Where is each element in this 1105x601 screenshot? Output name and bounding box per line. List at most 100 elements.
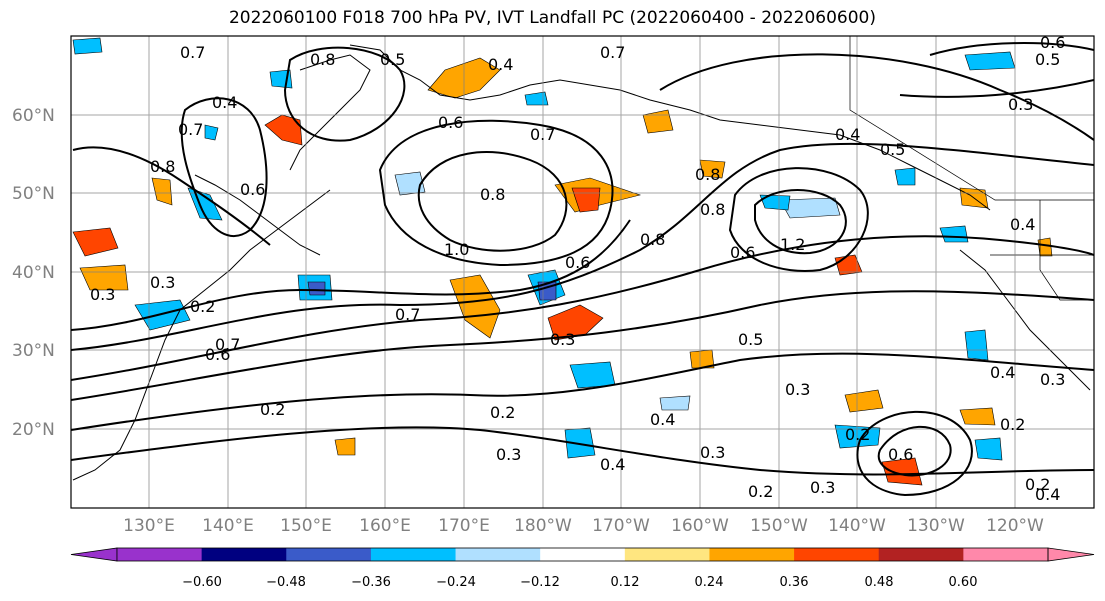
contour-label: 0.8	[310, 50, 335, 69]
colorbar-tick: −0.60	[182, 575, 222, 590]
contour-label: 0.7	[530, 125, 555, 144]
lon-label: 170°E	[438, 516, 490, 536]
contour-label: 0.4	[212, 93, 237, 112]
lat-label-40n: 40°N	[12, 263, 55, 283]
contour-label: 0.3	[1040, 370, 1065, 389]
map-title: 2022060100 F018 700 hPa PV, IVT Landfall…	[228, 8, 876, 28]
contour-label: 0.7	[600, 43, 625, 62]
lon-label: 120°W	[986, 516, 1044, 536]
contour-label: 0.3	[700, 443, 725, 462]
contour-label: 0.2	[190, 297, 215, 316]
contour-label: 0.7	[180, 43, 205, 62]
lat-label-30n: 30°N	[12, 341, 55, 361]
contour-label: 0.3	[150, 273, 175, 292]
lon-label: 140°E	[202, 516, 254, 536]
colorbar-extend-low	[70, 547, 118, 562]
colorbar-segment	[370, 548, 457, 561]
lon-label: 160°E	[359, 516, 411, 536]
coastlines	[72, 44, 1091, 481]
pv-contours	[71, 42, 1094, 497]
colorbar-segment	[286, 548, 372, 561]
contour-label: 0.5	[738, 330, 763, 349]
lat-label-20n: 20°N	[12, 420, 55, 440]
contour-label: 0.5	[1035, 50, 1060, 69]
contour-label: 0.7	[395, 305, 420, 324]
colorbar-tick: 0.24	[695, 575, 724, 590]
lon-label: 130°E	[123, 516, 175, 536]
colorbar-tick: −0.24	[436, 575, 476, 590]
contour-label: 0.2	[845, 425, 870, 444]
colorbar-tick: 0.60	[949, 575, 978, 590]
contour-label: 0.2	[1000, 415, 1025, 434]
colorbar-segment	[201, 548, 287, 561]
contour-label: 0.2	[1025, 475, 1050, 494]
lon-label: 180°W	[514, 516, 572, 536]
latitude-labels: 60°N 50°N 40°N 30°N 20°N	[12, 106, 55, 440]
contour-label: 0.3	[785, 380, 810, 399]
colorbar-segment	[794, 548, 880, 561]
contour-label: 0.3	[90, 285, 115, 304]
contour-label: 1.0	[444, 240, 469, 259]
contour-label: 0.4	[488, 55, 513, 74]
contour-label: 0.3	[810, 478, 835, 497]
contour-label: 0.5	[880, 140, 905, 159]
contour-label: 0.8	[150, 157, 175, 176]
colorbar-tick: 0.48	[865, 575, 894, 590]
contour-label: 0.3	[496, 445, 521, 464]
longitude-labels: 130°E 140°E 150°E 160°E 170°E 180°W 170°…	[123, 516, 1044, 536]
lon-label: 130°W	[907, 516, 965, 536]
contour-label: 0.6	[888, 445, 913, 464]
contour-label: 0.6	[240, 180, 265, 199]
contour-label: 0.4	[600, 455, 625, 474]
colorbar-extend-high	[1047, 547, 1095, 562]
lat-label-60n: 60°N	[12, 106, 55, 126]
colorbar-border	[116, 547, 1049, 562]
contour-label: 0.6	[205, 345, 230, 364]
contour-label: 0.2	[260, 400, 285, 419]
lon-label: 140°W	[828, 516, 886, 536]
map-frame	[70, 35, 1095, 509]
contour-label: 0.2	[490, 403, 515, 422]
colorbar-tick: 0.12	[611, 575, 640, 590]
contour-label: 0.4	[650, 410, 675, 429]
colorbar	[70, 547, 1095, 562]
contour-label: 0.8	[695, 165, 720, 184]
colorbar-tick: −0.36	[351, 575, 391, 590]
contour-label: 0.4	[1010, 215, 1035, 234]
colorbar-tick: −0.12	[520, 575, 560, 590]
contour-label: 0.7	[215, 335, 240, 354]
contour-labels: 0.7 0.8 0.4 0.4 0.5 0.7 0.6 0.6 0.4 0.7 …	[90, 33, 1065, 504]
contour-label: 0.3	[550, 330, 575, 349]
lon-label: 160°W	[671, 516, 729, 536]
colorbar-segment	[455, 548, 541, 561]
contour-label: 0.6	[565, 253, 590, 272]
lon-label: 150°W	[750, 516, 808, 536]
colorbar-segment	[117, 548, 203, 561]
colorbar-tick: −0.48	[266, 575, 306, 590]
colorbar-segment	[624, 548, 710, 561]
colorbar-segment	[709, 548, 795, 561]
contour-label: 0.6	[438, 113, 463, 132]
borders	[849, 36, 1094, 301]
contour-label: 0.4	[835, 125, 860, 144]
colorbar-segment	[963, 548, 1049, 561]
contour-label: 0.3	[1008, 95, 1033, 114]
lon-label: 170°W	[592, 516, 650, 536]
contour-label: 1.2	[780, 235, 805, 254]
colorbar-tick: 0.36	[780, 575, 809, 590]
colorbar-segment	[540, 548, 626, 561]
contour-label: 0.8	[640, 230, 665, 249]
contour-label: 0.6	[730, 243, 755, 262]
contour-label: 0.4	[1035, 485, 1060, 504]
colorbar-segment	[878, 548, 964, 561]
contour-label: 0.5	[380, 50, 405, 69]
contour-label: 0.4	[990, 363, 1015, 382]
lat-label-50n: 50°N	[12, 184, 55, 204]
contour-label: 0.6	[1040, 33, 1065, 52]
lon-label: 150°E	[280, 516, 332, 536]
contour-label: 0.8	[480, 185, 505, 204]
contour-label: 0.8	[700, 200, 725, 219]
contour-label: 0.7	[178, 120, 203, 139]
contour-label: 0.2	[748, 482, 773, 501]
